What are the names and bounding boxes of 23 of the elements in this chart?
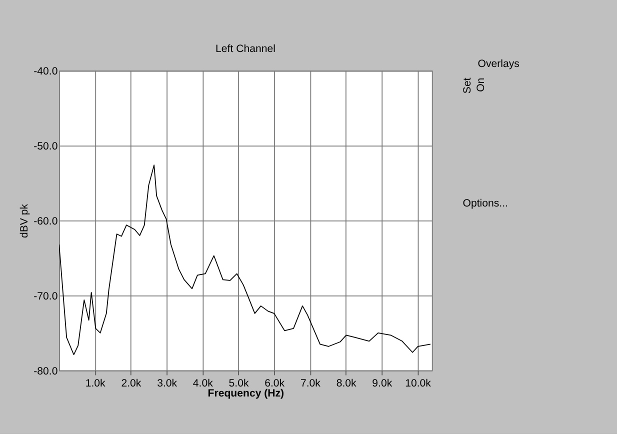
x-tick-label: 9.0k bbox=[372, 378, 393, 390]
x-tick-label: 4.0k bbox=[192, 378, 214, 390]
x-tick-label: 3.0k bbox=[157, 378, 178, 390]
y-tick-label: -40.0 bbox=[34, 66, 58, 78]
text: Options... bbox=[462, 197, 508, 210]
x-tick-label: 10.0k bbox=[405, 378, 432, 390]
x-tick-label: 6.0k bbox=[264, 378, 286, 390]
x-axis-title: Frequency (Hz) bbox=[208, 387, 284, 400]
text: Overlays bbox=[478, 58, 520, 70]
line-series bbox=[59, 164, 431, 356]
x-tick-label: 7.0k bbox=[300, 378, 322, 390]
chart-title: Left Channel bbox=[216, 43, 276, 56]
text: On bbox=[474, 78, 487, 92]
y-tick-label: -60.0 bbox=[34, 215, 58, 228]
text: Set bbox=[462, 78, 474, 94]
y-tick-label: -80.0 bbox=[34, 365, 58, 378]
y-tick-label: -50.0 bbox=[34, 140, 58, 153]
y-tick-label: -70.0 bbox=[34, 290, 58, 302]
y-axis-title: dBV pk bbox=[18, 203, 30, 238]
x-tick-label: 1.0k bbox=[85, 378, 106, 390]
x-tick-label: 5.0k bbox=[228, 378, 250, 390]
x-tick-label: 8.0k bbox=[336, 378, 357, 390]
x-tick-label: 2.0k bbox=[121, 378, 142, 390]
